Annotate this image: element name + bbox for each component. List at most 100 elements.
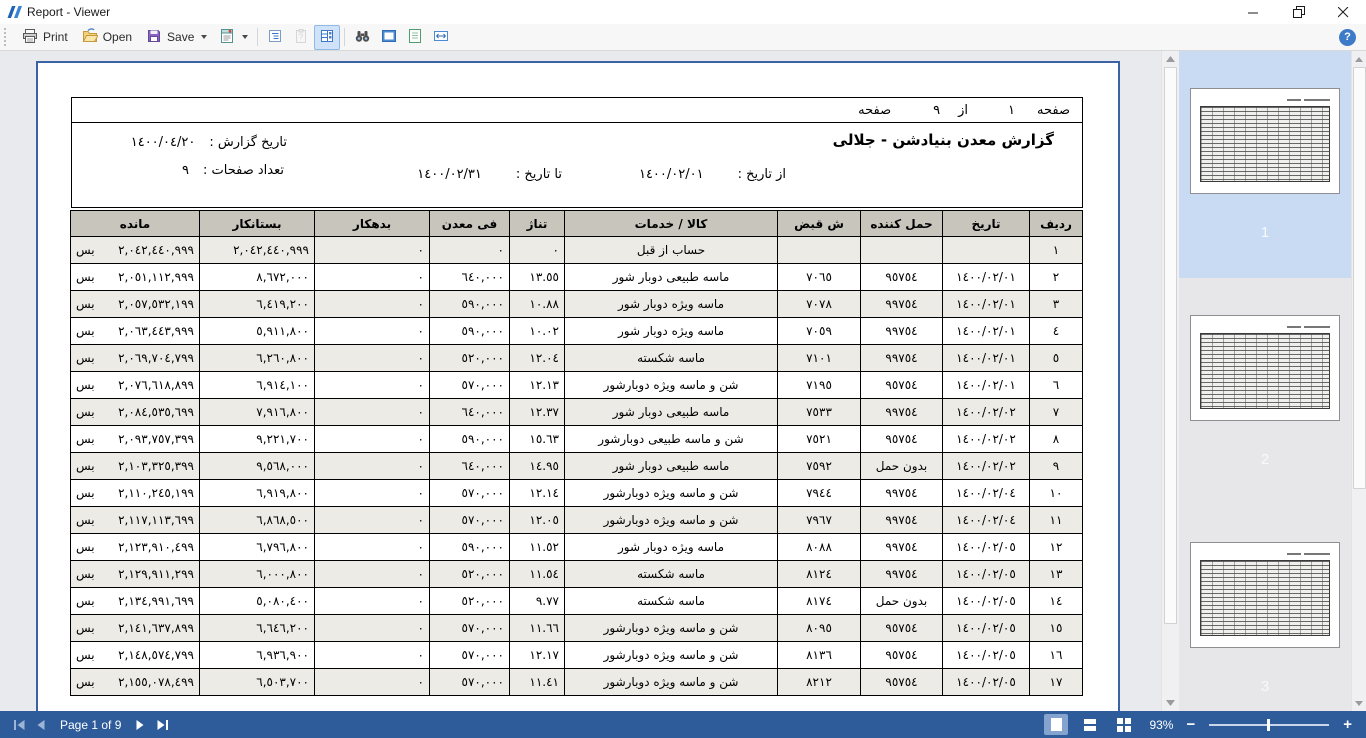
thumbnail-page-image[interactable]	[1190, 88, 1340, 194]
scroll-up-icon[interactable]	[1162, 51, 1179, 67]
report-viewer-area[interactable]: صفحه ١ از ٩ صفحه گزارش معدن بنیادشن - جل…	[0, 51, 1161, 711]
viewer-vertical-scrollbar[interactable]	[1161, 51, 1179, 711]
page-thumbnail[interactable]: 3	[1179, 505, 1351, 711]
table-row: ٥ ١٤٠٠/٠٢/٠١ ٩٩٧٥٤ ٧١٠١ ماسه شکسته ١٢.٠٤ ٥٢٠,٠…	[70, 344, 1083, 372]
table-cell: ١٤٠٠/٠٢/٠٥	[942, 614, 1030, 642]
table-row: ١٤ ١٤٠٠/٠٢/٠٥ بدون حمل ٨١٧٤ ماسه شکسته ٩.٧٧ ٥٢…	[70, 587, 1083, 615]
page-thumbnail[interactable]: 2	[1179, 278, 1351, 505]
table-cell: ٥,٠٨٠,٤٠٠	[199, 587, 315, 615]
table-cell	[860, 236, 943, 264]
print-button[interactable]: Print	[15, 25, 75, 50]
export-button[interactable]	[214, 25, 253, 50]
table-row: ١٦ ١٤٠٠/٠٢/٠٥ ٩٥٧٥٤ ٨١٣٦ شن و ماسه ویژه دوبا…	[70, 641, 1083, 669]
table-cell: ١٤٠٠/٠٢/٠١	[942, 344, 1030, 372]
table-cell: ٦,٠٠٠,٨٠٠	[199, 560, 315, 588]
table-cell: ٥٧٠,٠٠٠	[429, 506, 510, 534]
single-page-view-button[interactable]	[1044, 714, 1069, 735]
find-button[interactable]	[349, 25, 376, 50]
table-cell: ٠	[314, 344, 430, 372]
bookmarks-button[interactable]	[262, 25, 288, 50]
minimize-button[interactable]	[1231, 0, 1276, 24]
table-cell: ٠	[314, 236, 430, 264]
thumbnail-page-image[interactable]	[1190, 542, 1340, 648]
table-cell: ٠	[314, 668, 430, 696]
zoom-out-button[interactable]: −	[1186, 716, 1196, 733]
zoom-in-button[interactable]: +	[1343, 716, 1352, 733]
full-screen-button[interactable]	[376, 25, 402, 50]
multiple-pages-view-button[interactable]	[1112, 714, 1136, 735]
table-cell: ٦,٩٣٦,٩٠٠	[199, 641, 315, 669]
from-date-label: از تاریخ :	[737, 167, 786, 182]
table-cell: ٦	[1029, 371, 1083, 399]
table-row: ٦ ١٤٠٠/٠٢/٠١ ٩٥٧٥٤ ٧١٩٥ شن و ماسه ویژه دوبار…	[70, 371, 1083, 399]
table-cell: ١٤٠٠/٠٢/٠١	[942, 263, 1030, 291]
next-page-button[interactable]	[129, 715, 151, 735]
balance-value: ٢,٠٤٢,٤٤٠,٩٩٩	[118, 243, 194, 257]
to-date-value: ١٤٠٠/٠٢/٣١	[417, 167, 482, 182]
one-page-button[interactable]	[402, 25, 428, 50]
table-cell: ٢,٠٧٦,٦١٨,٨٩٩ بس	[70, 371, 200, 399]
export-dropdown-arrow-icon[interactable]	[242, 35, 249, 39]
scroll-down-icon[interactable]	[1352, 695, 1366, 711]
continuous-view-button[interactable]	[1078, 714, 1102, 735]
report-table: ردیف تاریخ حمل کننده ش قبض کالا / خدمات تناژ ف…	[70, 210, 1083, 696]
table-cell: ٧١٠١	[777, 344, 861, 372]
thumbnail-page-image[interactable]	[1190, 315, 1340, 421]
table-row: ٩ ١٤٠٠/٠٢/٠٢ بدون حمل ٧٥٩٢ ماسه طبیعی دوبار …	[70, 452, 1083, 480]
help-button[interactable]: ?	[1339, 28, 1356, 46]
table-cell	[777, 236, 861, 264]
title-bar: Report - Viewer	[0, 0, 1366, 24]
table-cell: ٣	[1029, 290, 1083, 318]
table-cell: ١٤٠٠/٠٢/٠٥	[942, 533, 1030, 561]
svg-text:?: ?	[299, 32, 304, 41]
table-cell: ٠	[314, 641, 430, 669]
table-cell: ١٧	[1029, 668, 1083, 696]
first-page-button[interactable]	[8, 715, 30, 735]
scroll-down-icon[interactable]	[1162, 695, 1179, 711]
restore-button[interactable]	[1276, 0, 1321, 24]
thumbnail-page-number: 3	[1260, 678, 1270, 695]
table-cell: ١٢.٠٤	[509, 344, 565, 372]
open-button[interactable]: Open	[75, 25, 139, 50]
continuous-view-icon	[1084, 718, 1097, 731]
zoom-slider-thumb[interactable]	[1267, 718, 1271, 731]
balance-suffix: بس	[76, 270, 95, 284]
table-row: ١٧ ١٤٠٠/٠٢/٠٥ ٩٥٧٥٤ ٨٢١٢ شن و ماسه ویژه دوبا…	[70, 668, 1083, 696]
table-cell: ١٠.٨٨	[509, 290, 565, 318]
table-cell: ٠	[314, 398, 430, 426]
page-width-button[interactable]	[428, 25, 454, 50]
thumbnails-scrollbar[interactable]	[1351, 51, 1366, 711]
table-cell: ٩	[1029, 452, 1083, 480]
table-cell: ٩٩٧٥٤	[860, 533, 943, 561]
one-page-icon	[407, 28, 423, 47]
column-header: ردیف	[1029, 210, 1083, 237]
table-cell: ١٣	[1029, 560, 1083, 588]
table-row: ٨ ١٤٠٠/٠٢/٠٢ ٩٥٧٥٤ ٧٥٢١ شن و ماسه طبیعی دوبا…	[70, 425, 1083, 453]
save-dropdown-arrow-icon[interactable]	[201, 35, 208, 39]
table-cell: ٠	[314, 479, 430, 507]
previous-page-button[interactable]	[30, 715, 52, 735]
table-cell: ٩٩٧٥٤	[860, 290, 943, 318]
zoom-slider[interactable]	[1209, 718, 1330, 731]
from-date-value: ١٤٠٠/٠٢/٠١	[638, 167, 704, 182]
scrollbar-thumb[interactable]	[1352, 67, 1366, 489]
table-cell: ٠	[314, 317, 430, 345]
scrollbar-thumb[interactable]	[1164, 67, 1177, 624]
table-cell: ٩٥٧٥٤	[860, 425, 943, 453]
last-page-button[interactable]	[151, 715, 173, 735]
table-cell: ٢,١٤١,٦٣٧,٨٩٩ بس	[70, 614, 200, 642]
table-cell: ٧,٩١٦,٨٠٠	[199, 398, 315, 426]
page-thumbnail[interactable]: 1	[1179, 51, 1351, 278]
table-cell: حساب از قبل	[564, 236, 778, 264]
table-cell: ١٤	[1029, 587, 1083, 615]
scroll-up-icon[interactable]	[1352, 51, 1366, 67]
table-cell: ١٥.٦٣	[509, 425, 565, 453]
report-date-field: تاریخ گزارش : ١٤٠٠/٠٤/٢٠	[131, 135, 287, 150]
balance-suffix: بس	[76, 513, 95, 527]
table-cell: ١١.٦٦	[509, 614, 565, 642]
balance-value: ٢,٠٧٦,٦١٨,٨٩٩	[118, 378, 194, 392]
table-cell: بدون حمل	[860, 452, 943, 480]
thumbnails-button[interactable]	[314, 24, 341, 50]
close-button[interactable]	[1321, 0, 1366, 24]
save-button[interactable]: Save	[139, 25, 214, 50]
